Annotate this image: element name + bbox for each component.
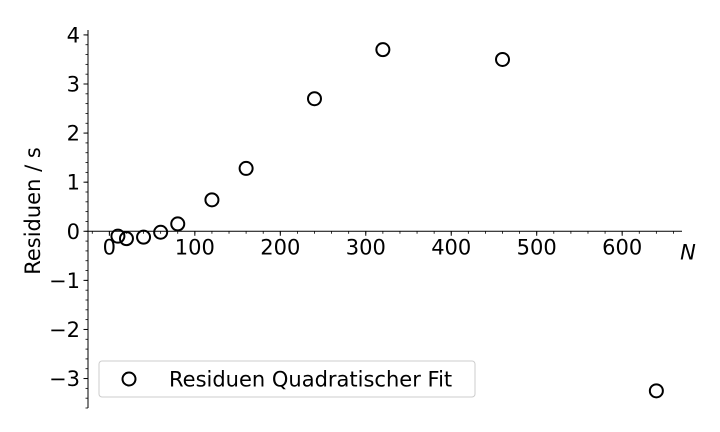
x-tick-label: 300 [346, 235, 386, 259]
data-points [110, 42, 664, 399]
y-tick-label: −1 [49, 269, 80, 293]
legend-entry: Residuen Quadratischer Fit [169, 368, 452, 392]
legend-marker [121, 371, 137, 387]
y-tick-label: −2 [49, 318, 80, 342]
x-tick-label: 400 [431, 235, 471, 259]
x-axis-label: N [680, 240, 696, 264]
tick-labels: 0 100 200 300 400 500 600 −3 −2 −1 0 1 2 3 4 [49, 23, 642, 391]
y-tick-label: −3 [49, 367, 80, 391]
legend-box [98, 360, 476, 398]
y-tick-label: 4 [67, 23, 80, 47]
y-axis-label: Residuen / s [21, 147, 45, 275]
y-tick-label: 0 [67, 220, 80, 244]
data-point [153, 224, 169, 240]
data-point [118, 231, 134, 247]
y-tick-label: 1 [67, 171, 80, 195]
data-point [110, 228, 126, 244]
legend: Residuen Quadratischer Fit [98, 360, 476, 398]
x-tick-label: 200 [260, 235, 300, 259]
data-point [136, 229, 152, 245]
data-point [375, 42, 391, 58]
y-tick-label: 2 [67, 122, 80, 146]
data-point [238, 160, 254, 176]
x-tick-label: 500 [517, 235, 557, 259]
data-point [648, 383, 664, 399]
x-tick-label: 100 [175, 235, 215, 259]
x-tick-label: 600 [602, 235, 642, 259]
axes [87, 30, 682, 408]
data-point [306, 91, 322, 107]
x-tick-label: 0 [103, 235, 116, 259]
data-point [204, 192, 220, 208]
data-point [170, 216, 186, 232]
y-tick-label: 3 [67, 73, 80, 97]
tick-marks [83, 34, 674, 409]
data-point [495, 51, 511, 67]
